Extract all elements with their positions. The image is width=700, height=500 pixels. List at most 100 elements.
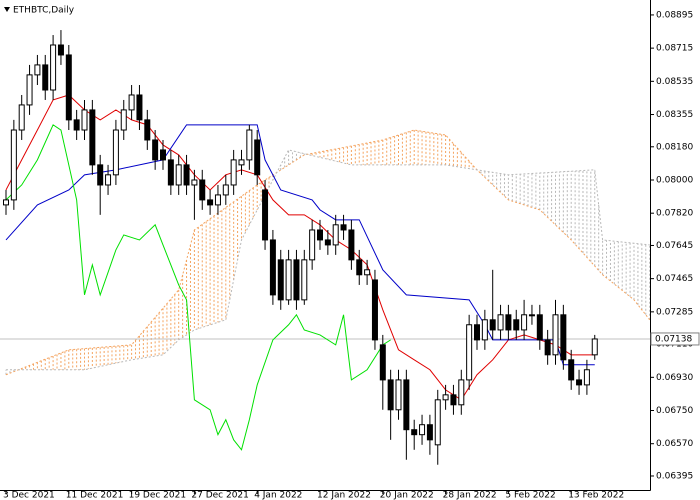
- candle-body: [262, 189, 269, 241]
- candle-body: [442, 394, 449, 401]
- y-tick-label: 0.08535: [656, 77, 693, 87]
- y-tick-label: 0.06930: [656, 373, 693, 383]
- y-tick-label: 0.06395: [656, 471, 693, 481]
- candle-body: [42, 64, 49, 91]
- candle-body: [536, 314, 543, 341]
- candle-body: [387, 379, 394, 411]
- candle-body: [497, 314, 504, 331]
- candle-body: [591, 338, 598, 356]
- candle-body: [419, 424, 426, 436]
- candle-body: [167, 159, 174, 186]
- candle-body: [466, 324, 473, 381]
- y-tick-label: 0.08000: [656, 175, 693, 185]
- candle-body: [105, 174, 112, 186]
- candle-body: [81, 109, 88, 131]
- candle-body: [544, 339, 551, 356]
- x-tick-label: 12 Jan 2022: [317, 491, 371, 500]
- candle-body: [285, 259, 292, 301]
- chart-title: ETHBTC,Daily: [13, 6, 75, 16]
- candle-body: [128, 94, 135, 111]
- candle-body: [214, 194, 221, 206]
- candle-body: [395, 379, 402, 411]
- candle-body: [332, 224, 339, 246]
- y-tick-label: 0.06570: [656, 439, 693, 449]
- candle-body: [207, 199, 214, 206]
- y-tick-label: 0.07465: [656, 274, 693, 284]
- candle-body: [583, 369, 590, 386]
- candle-body: [136, 94, 143, 121]
- symbol-arrow: [4, 7, 10, 12]
- candle-body: [371, 279, 378, 341]
- candle-body: [89, 109, 96, 166]
- candle-body: [301, 259, 308, 301]
- candle-body: [183, 164, 190, 186]
- candle-body: [560, 314, 567, 361]
- candle-body: [317, 229, 323, 241]
- candle-body: [97, 164, 104, 186]
- candle-body: [120, 109, 127, 131]
- candle-body: [222, 184, 229, 196]
- y-tick-label: 0.07285: [656, 307, 693, 317]
- candle-body: [50, 44, 57, 91]
- candle-body: [481, 319, 488, 341]
- candle-body: [403, 379, 410, 431]
- x-tick-label: 13 Feb 2022: [568, 491, 624, 500]
- y-tick-label: 0.07645: [656, 241, 693, 251]
- candle-body: [513, 319, 520, 331]
- candle-layer: [3, 30, 598, 465]
- candle-body: [65, 54, 72, 121]
- candle-body: [73, 119, 80, 131]
- span-b-line: [6, 149, 650, 371]
- candle-body: [505, 314, 512, 331]
- candle-body: [552, 314, 559, 356]
- y-tick-label: 0.08355: [656, 110, 693, 120]
- candle-body: [364, 269, 371, 276]
- candle-body: [426, 424, 433, 441]
- candle-body: [3, 199, 9, 206]
- x-tick-label: 5 Feb 2022: [505, 491, 555, 500]
- candle-body: [238, 159, 245, 166]
- candle-body: [324, 239, 331, 246]
- y-tick-label: 0.08180: [656, 142, 693, 152]
- candle-body: [199, 179, 206, 201]
- candle-body: [10, 129, 17, 201]
- candle-body: [269, 239, 276, 296]
- indicator-line: [5, 124, 391, 451]
- candle-body: [348, 229, 355, 261]
- candle-body: [34, 64, 41, 76]
- candle-body: [254, 139, 261, 176]
- x-tick-label: 4 Jan 2022: [254, 491, 302, 500]
- candle-body: [356, 259, 363, 276]
- candle-body: [246, 129, 253, 161]
- candle-body: [160, 149, 166, 161]
- indicator-line: [5, 94, 595, 401]
- x-tick-label: 3 Dec 2021: [3, 491, 55, 500]
- candle-body: [521, 314, 528, 331]
- candle-body: [434, 399, 441, 446]
- candle-body: [489, 319, 496, 331]
- candle-body: [191, 179, 198, 186]
- candle-body: [175, 164, 182, 186]
- candle-body: [152, 139, 159, 161]
- y-tick-label: 0.08715: [656, 44, 693, 54]
- x-tick-label: 27 Dec 2021: [191, 491, 249, 500]
- candle-body: [411, 429, 418, 436]
- y-tick-label: 0.08895: [656, 10, 693, 20]
- candle-body: [277, 259, 284, 301]
- x-tick-label: 20 Jan 2022: [380, 491, 434, 500]
- candle-body: [26, 74, 33, 106]
- candle-body: [379, 344, 386, 381]
- last-price-label: 0.07138: [655, 334, 692, 344]
- candle-body: [57, 44, 64, 56]
- y-tick-label: 0.06750: [656, 406, 693, 416]
- candle-body: [144, 119, 151, 141]
- last-price-box: [650, 332, 700, 346]
- candle-body: [18, 104, 25, 131]
- candle-body: [112, 129, 119, 176]
- candle-body: [293, 259, 300, 301]
- candle-body: [528, 314, 535, 317]
- x-tick-label: 11 Dec 2021: [66, 491, 124, 500]
